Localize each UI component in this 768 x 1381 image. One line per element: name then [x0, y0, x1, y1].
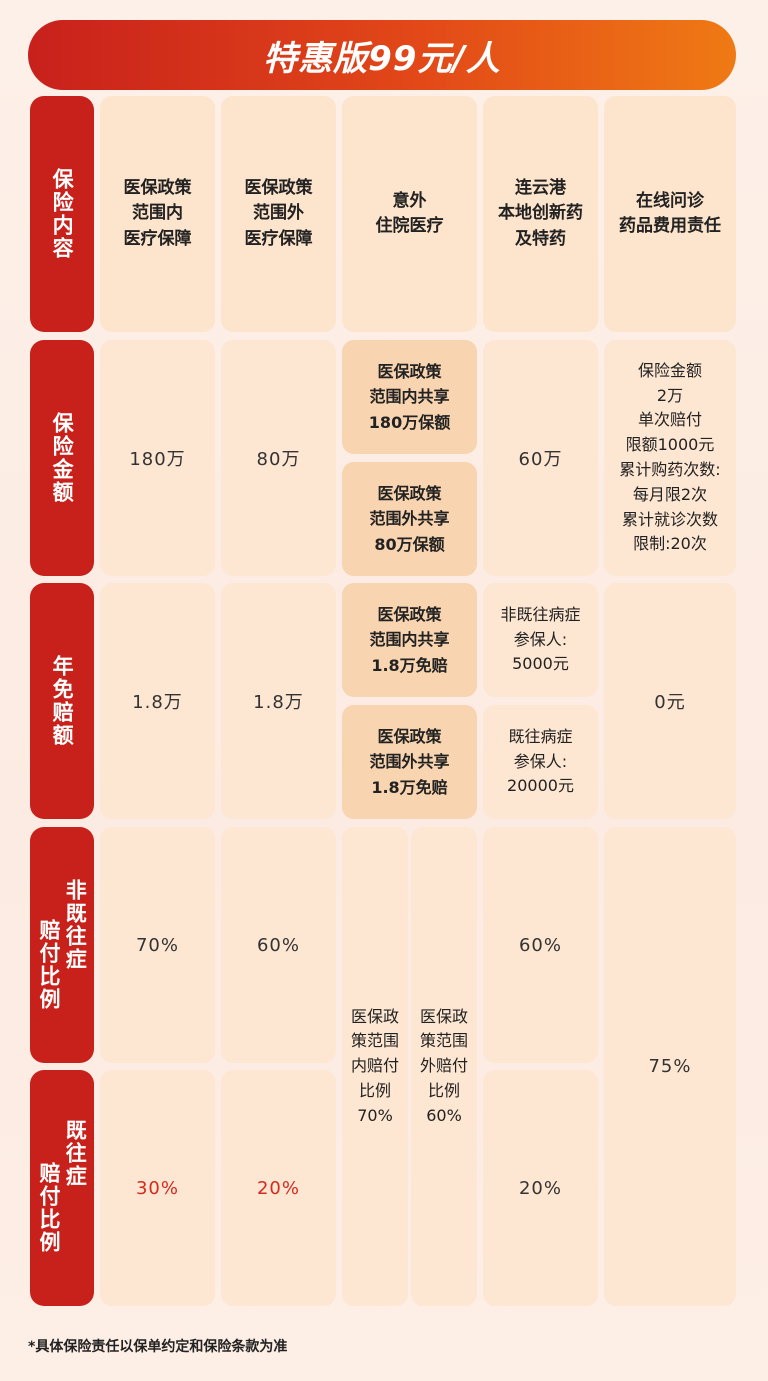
header-cell-col1: 医保政策 范围内 医疗保障	[100, 96, 215, 332]
title-banner: 特惠版99元/人	[28, 20, 736, 90]
deductible-col3-top: 医保政策 范围内共享 1.8万免赔	[369, 604, 450, 675]
row-label-ratio-preexisting: 赔付比例 既往症	[30, 1070, 94, 1306]
row-label-coverage-text: 保险内容	[50, 168, 75, 260]
amount-col3-bottom: 医保政策 范围外共享 80万保额	[369, 483, 450, 554]
amount-cell-col3-bottom: 医保政策 范围外共享 80万保额	[342, 462, 477, 576]
deductible-cell-col1: 1.8万	[100, 583, 215, 819]
amount-col4: 60万	[518, 449, 563, 470]
page-title: 特惠版99元/人	[263, 38, 501, 79]
ratio-b-cell-col1: 30%	[100, 1070, 215, 1306]
header-cell-col4: 连云港 本地创新药 及特药	[483, 96, 598, 332]
header-cell-col2: 医保政策 范围外 医疗保障	[221, 96, 336, 332]
ratio-b-col1: 30%	[135, 1177, 179, 1199]
row-label-amount: 保险金额	[30, 340, 94, 576]
header-col3: 意外 住院医疗	[375, 190, 444, 237]
row-label-deductible: 年免赔额	[30, 583, 94, 819]
ratio-shared-cell-col3-right: 医保政 策范围 外赔付 比例 60%	[411, 827, 477, 1306]
ratio-a-cell-col4: 60%	[483, 827, 598, 1063]
header-col4: 连云港 本地创新药 及特药	[498, 177, 583, 249]
row-label-ratio-non-preexisting: 赔付比例 非既往症	[30, 827, 94, 1063]
deductible-col5: 0元	[654, 692, 686, 713]
deductible-cell-col5: 0元	[604, 583, 736, 819]
ratio-b-cell-col4: 20%	[483, 1070, 598, 1306]
row-label-deductible-text: 年免赔额	[50, 655, 75, 747]
ratio-shared-col3-left: 医保政 策范围 内赔付 比例 70%	[350, 1006, 399, 1125]
ratio-shared-cell-col5: 75%	[604, 827, 736, 1306]
row-label-ratio-b-right: 既往症	[63, 1118, 88, 1188]
row-label-amount-text: 保险金额	[50, 412, 75, 504]
footnote: *具体保险责任以保单约定和保险条款为准	[28, 1339, 288, 1355]
deductible-cell-col2: 1.8万	[221, 583, 336, 819]
amount-cell-col3-top: 医保政策 范围内共享 180万保额	[342, 340, 477, 454]
ratio-a-col2: 60%	[256, 934, 300, 956]
header-col2: 医保政策 范围外 医疗保障	[244, 177, 313, 249]
row-label-ratio-a-right: 非既往症	[63, 879, 88, 971]
ratio-a-col1: 70%	[135, 934, 179, 956]
deductible-col3-bottom: 医保政策 范围外共享 1.8万免赔	[369, 726, 450, 797]
deductible-col1: 1.8万	[132, 692, 183, 713]
row-label-coverage: 保险内容	[30, 96, 94, 332]
row-label-ratio-a-left: 赔付比例	[37, 919, 61, 1011]
deductible-cell-col3-bottom: 医保政策 范围外共享 1.8万免赔	[342, 705, 477, 819]
ratio-a-cell-col2: 60%	[221, 827, 336, 1063]
amount-cell-col4: 60万	[483, 340, 598, 576]
deductible-col4-bottom: 既往病症 参保人: 20000元	[507, 726, 574, 796]
deductible-cell-col3-top: 医保政策 范围内共享 1.8万免赔	[342, 583, 477, 697]
ratio-b-col2: 20%	[256, 1177, 300, 1199]
ratio-shared-col5: 75%	[648, 1056, 692, 1077]
amount-col2: 80万	[256, 449, 301, 470]
amount-col3-top: 医保政策 范围内共享 180万保额	[368, 361, 451, 432]
ratio-a-col4: 60%	[518, 934, 562, 956]
header-cell-col3: 意外 住院医疗	[342, 96, 477, 332]
ratio-b-col4: 20%	[518, 1177, 562, 1199]
header-col5: 在线问诊 药品费用责任	[619, 190, 721, 237]
amount-cell-col1: 180万	[100, 340, 215, 576]
deductible-cell-col4-top: 非既往病症 参保人: 5000元	[483, 583, 598, 697]
ratio-a-cell-col1: 70%	[100, 827, 215, 1063]
amount-col1: 180万	[129, 449, 186, 470]
amount-cell-col2: 80万	[221, 340, 336, 576]
deductible-cell-col4-bottom: 既往病症 参保人: 20000元	[483, 705, 598, 819]
ratio-shared-col3-right: 医保政 策范围 外赔付 比例 60%	[419, 1006, 468, 1125]
header-col1: 医保政策 范围内 医疗保障	[123, 177, 192, 249]
amount-cell-col5: 保险金额 2万 单次赔付 限额1000元 累计购药次数: 每月限2次 累计就诊次…	[604, 340, 736, 576]
deductible-col4-top: 非既往病症 参保人: 5000元	[500, 604, 581, 674]
row-label-ratio-b-left: 赔付比例	[37, 1162, 61, 1254]
ratio-shared-cell-col3-left: 医保政 策范围 内赔付 比例 70%	[342, 827, 408, 1306]
amount-col5: 保险金额 2万 单次赔付 限额1000元 累计购药次数: 每月限2次 累计就诊次…	[619, 360, 721, 554]
deductible-col2: 1.8万	[253, 692, 304, 713]
ratio-b-cell-col2: 20%	[221, 1070, 336, 1306]
header-cell-col5: 在线问诊 药品费用责任	[604, 96, 736, 332]
